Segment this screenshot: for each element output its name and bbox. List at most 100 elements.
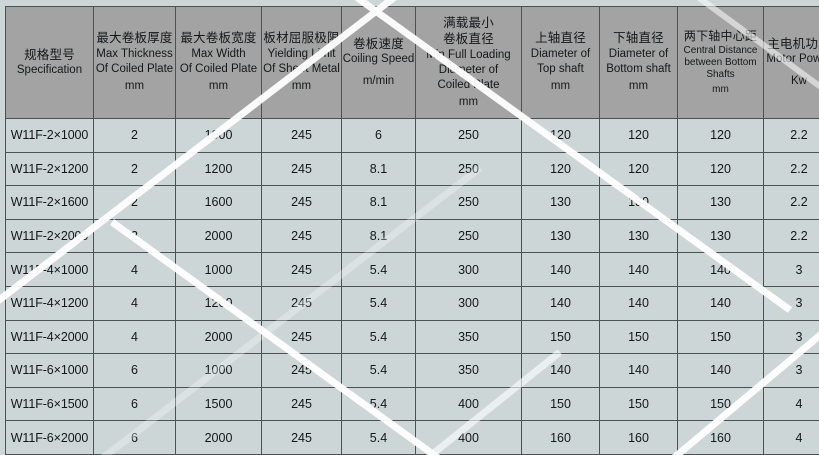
table-cell: 120	[521, 151, 600, 187]
table-cell: 5.4	[341, 353, 416, 388]
column-header-cn: 两下轴中心距	[683, 29, 758, 44]
table-cell: 250	[415, 218, 522, 254]
column-header-cn: 卷板速度	[353, 36, 404, 51]
table-cell: 245	[261, 218, 342, 254]
table-cell: 3	[763, 353, 819, 388]
table-cell: 150	[599, 386, 678, 422]
table-cell: 4	[93, 319, 176, 355]
table-row: W11F-2×2000 2 2000 245 8.1 250 130 130 130 2.2	[5, 218, 819, 254]
table-cell: 2	[93, 218, 176, 254]
column-header-unit: m/min	[362, 75, 395, 88]
table-cell: 130	[677, 218, 764, 254]
table-cell: 2.2	[763, 151, 819, 187]
column-header-unit: Kw	[791, 75, 807, 88]
table-cell: 8.1	[341, 185, 416, 220]
column-header-motor-power: 主电机功率 Motor Power Kw	[763, 6, 819, 119]
table-row: W11F-6×1500 6 1500 245 5.4 400 150 150 150 4	[5, 386, 819, 422]
table-cell: 2000	[175, 420, 262, 455]
table-cell: 4	[763, 386, 819, 422]
table-cell: 3	[763, 252, 819, 287]
column-header-en-line-2: Of Coiled Plate	[179, 63, 258, 76]
table-cell: 140	[599, 285, 678, 321]
column-header-en-line-3: Shafts	[706, 69, 735, 81]
table-cell: 160	[599, 420, 678, 455]
column-header-en-line-1: Max Thickness	[96, 47, 173, 60]
column-header-en-line-1: Min Full Loading	[426, 48, 511, 61]
table-row: W11F-2×1600 2 1600 245 8.1 250 130 130 130 2.2	[5, 185, 819, 220]
table-cell: 160	[677, 420, 764, 455]
cell-specification: W11F-2×1000	[5, 118, 94, 153]
table-cell: 140	[677, 252, 764, 287]
table-cell: 2	[93, 151, 176, 187]
table-cell: 245	[261, 285, 342, 321]
column-header-en-line-2: between Bottom	[684, 57, 757, 69]
column-header-cn: 规格型号	[24, 47, 75, 62]
column-header-en-line-2: Of Sheet Metal	[263, 63, 340, 76]
column-header-specification: 规格型号 Specification	[5, 6, 94, 119]
table-cell: 5.4	[341, 285, 416, 321]
column-header-en-line-2: Of Coiled Plate	[95, 63, 174, 76]
table-cell: 300	[415, 252, 522, 287]
table-row: W11F-2×1200 2 1200 245 8.1 250 120 120 120 2.2	[5, 151, 819, 187]
table-cell: 4	[763, 420, 819, 455]
table-cell: 120	[599, 118, 678, 153]
table-cell: 130	[521, 185, 600, 220]
table-cell: 6	[341, 118, 416, 153]
cell-specification: W11F-2×1600	[5, 185, 94, 220]
table-cell: 245	[261, 252, 342, 287]
table-cell: 140	[599, 252, 678, 287]
column-header-unit: mm	[291, 80, 312, 93]
table-cell: 350	[415, 319, 522, 355]
table-cell: 5.4	[341, 252, 416, 287]
table-cell: 245	[261, 420, 342, 455]
table-cell: 130	[599, 218, 678, 254]
column-header-central-distance-bottom-shafts: 两下轴中心距 Central Distance between Bottom S…	[677, 6, 764, 119]
cell-specification: W11F-6×1000	[5, 353, 94, 388]
table-cell: 1000	[175, 252, 262, 287]
column-header-cn: 最大卷板宽度	[180, 31, 257, 46]
column-header-cn: 上轴直径	[535, 31, 586, 46]
table-cell: 150	[521, 319, 600, 355]
table-cell: 130	[521, 218, 600, 254]
table-cell: 2.2	[763, 118, 819, 153]
table-cell: 1200	[175, 285, 262, 321]
table-cell: 150	[677, 319, 764, 355]
column-header-cn: 下轴直径	[613, 31, 664, 46]
column-header-cn-line-2: 卷板直径	[443, 32, 494, 47]
column-header-en-line-1: Coiling Speed	[342, 53, 415, 66]
column-header-cn-line-1: 满载最小	[443, 15, 494, 30]
table-cell: 1600	[175, 185, 262, 220]
table-cell: 5.4	[341, 420, 416, 455]
table-cell: 8.1	[341, 218, 416, 254]
table-cell: 140	[677, 353, 764, 388]
table-cell: 245	[261, 386, 342, 422]
table-cell: 1000	[175, 353, 262, 388]
table-cell: 6	[93, 353, 176, 388]
cell-specification: W11F-4×2000	[5, 319, 94, 355]
table-cell: 2000	[175, 218, 262, 254]
table-cell: 400	[415, 386, 522, 422]
table-cell: 1200	[175, 151, 262, 187]
column-header-en-line-2: Bottom shaft	[606, 63, 671, 76]
table-cell: 6	[93, 386, 176, 422]
column-header-en-line-1: Motor Power	[766, 53, 819, 66]
cell-specification: W11F-2×1200	[5, 151, 94, 187]
column-header-en-line-2: Top shaft	[537, 63, 584, 76]
table-cell: 400	[415, 420, 522, 455]
table-cell: 5.4	[341, 319, 416, 355]
table-cell: 1500	[175, 386, 262, 422]
column-header-cn: 最大卷板厚度	[96, 31, 173, 46]
table-cell: 120	[521, 118, 600, 153]
table-cell: 150	[521, 386, 600, 422]
column-header-en-line-1: Diameter of	[530, 47, 591, 60]
table-row: W11F-4×2000 4 2000 245 5.4 350 150 150 150 3	[5, 319, 819, 355]
column-header-en-line-1: Max Width	[191, 47, 246, 60]
cell-specification: W11F-4×1200	[5, 285, 94, 321]
cell-specification: W11F-6×2000	[5, 420, 94, 455]
column-header-unit: mm	[550, 80, 571, 93]
table-cell: 2.2	[763, 185, 819, 220]
table-header-row: 规格型号 Specification 最大卷板厚度 Max Thickness …	[5, 6, 819, 119]
table-cell: 2	[93, 118, 176, 153]
table-cell: 160	[521, 420, 600, 455]
table-body: W11F-2×1000 2 1000 245 6 250 120 120 120 2.2 W11F-…	[5, 118, 819, 455]
